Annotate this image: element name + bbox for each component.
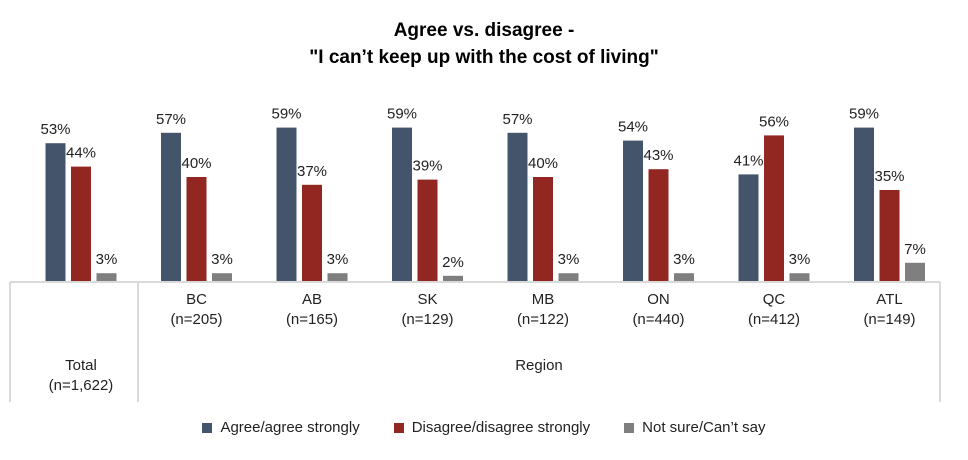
data-label: 56%: [759, 113, 789, 130]
bar-sk-0: [392, 127, 412, 281]
category-n-label: (n=165): [286, 311, 338, 328]
bar-bc-2: [212, 273, 232, 281]
chart-title-line2: "I can’t keep up with the cost of living…: [309, 47, 659, 68]
bar-bc-0: [161, 132, 181, 281]
bar-ab-2: [327, 273, 348, 281]
bar-atl-0: [854, 127, 874, 281]
bar-on-1: [648, 169, 669, 281]
data-label: 53%: [40, 121, 70, 138]
data-label: 59%: [271, 106, 301, 123]
bar-bc-1: [186, 177, 207, 281]
bar-qc-1: [764, 135, 784, 281]
legend-item: Disagree/disagree strongly: [393, 419, 591, 436]
category-label: BC: [186, 291, 207, 308]
category-n-label: (n=122): [517, 311, 569, 328]
bar-qc-2: [789, 273, 810, 281]
bar-on-2: [674, 273, 694, 281]
data-label: 57%: [156, 111, 186, 128]
data-label: 41%: [733, 152, 763, 169]
bar-on-0: [623, 140, 643, 281]
data-label: 44%: [66, 145, 96, 162]
bar-atl-1: [879, 190, 900, 281]
bar-sk-1: [417, 179, 438, 281]
bar-atl-2: [905, 262, 925, 281]
legend-swatch: [624, 422, 635, 433]
chart-title-line1: Agree vs. disagree -: [393, 20, 575, 41]
data-label: 59%: [849, 106, 879, 123]
data-label: 2%: [442, 254, 464, 271]
legend-swatch: [202, 422, 213, 433]
category-label: SK: [417, 291, 437, 308]
data-label: 40%: [181, 155, 211, 172]
bar-mb-0: [507, 132, 528, 281]
data-label: 3%: [96, 251, 118, 268]
data-label: 3%: [673, 251, 695, 268]
data-label: 35%: [874, 168, 904, 185]
legend-swatch: [393, 422, 404, 433]
bar-ab-0: [276, 127, 297, 281]
data-label: 3%: [327, 251, 349, 268]
bar-ab-1: [302, 184, 322, 281]
bar-plot: 53% 44% 3% Total (n=1,622) 57% 40% 3% BC (n=205) 5…: [9, 106, 941, 402]
data-label: 37%: [297, 163, 327, 180]
bar-total-2: [96, 273, 117, 281]
category-label: ON: [647, 291, 670, 308]
legend-label: Agree/agree strongly: [220, 419, 360, 436]
legend-label: Not sure/Can’t say: [642, 419, 766, 436]
bar-mb-2: [558, 273, 579, 281]
bar-total-0: [45, 143, 66, 281]
data-label: 57%: [502, 111, 532, 128]
category-n-label: (n=205): [170, 311, 222, 328]
data-label: 40%: [528, 155, 558, 172]
bar-sk-2: [443, 275, 463, 281]
category-label: QC: [763, 291, 786, 308]
data-label: 59%: [387, 106, 417, 123]
legend-label: Disagree/disagree strongly: [411, 419, 591, 436]
category-label: ATL: [876, 291, 902, 308]
legend-item: Not sure/Can’t say: [624, 419, 766, 436]
category-n-label: (n=149): [863, 311, 915, 328]
data-label: 43%: [643, 147, 673, 164]
category-label: Total: [65, 357, 97, 374]
data-label: 3%: [211, 251, 233, 268]
data-label: 39%: [412, 158, 442, 175]
group-label: Region: [515, 357, 563, 374]
data-label: 54%: [618, 119, 648, 136]
category-n-label: (n=412): [748, 311, 800, 328]
data-label: 7%: [904, 241, 926, 258]
data-label: 3%: [789, 251, 811, 268]
legend-item: Agree/agree strongly: [202, 419, 360, 436]
category-n-label: (n=440): [632, 311, 684, 328]
data-label: 3%: [558, 251, 580, 268]
category-n-label: (n=1,622): [49, 377, 114, 394]
category-label: MB: [532, 291, 555, 308]
bar-mb-1: [533, 177, 553, 281]
category-label: AB: [302, 291, 322, 308]
bar-total-1: [71, 166, 91, 281]
bar-qc-0: [738, 174, 759, 281]
category-n-label: (n=129): [401, 311, 453, 328]
legend: Agree/agree strongly Disagree/disagree st…: [0, 419, 968, 436]
